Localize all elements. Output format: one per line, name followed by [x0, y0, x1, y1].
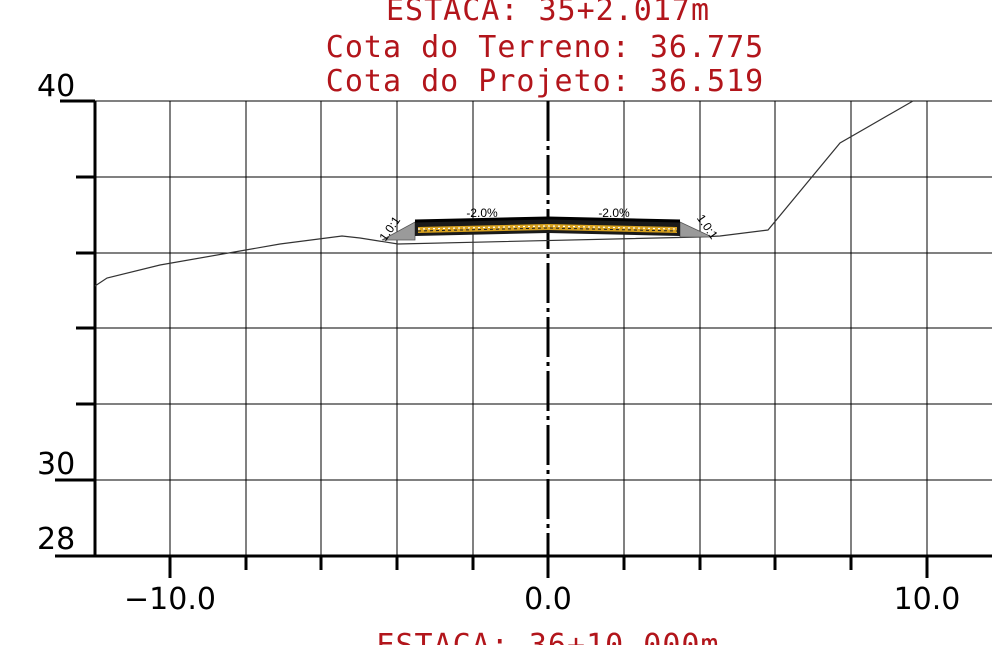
x-label-left: −10.0: [124, 582, 216, 617]
estaca-top-title: ESTACA: 35+2.017m: [386, 0, 710, 28]
cota-projeto-title: Cota do Projeto: 36.519: [326, 64, 764, 99]
terrain-profile: [94, 100, 914, 287]
x-label-center: 0.0: [524, 582, 572, 617]
pavement-section: [381, 216, 713, 241]
y-label-28: 28: [37, 522, 75, 557]
slope-label-right: -2.0%: [598, 206, 630, 220]
axes: [55, 99, 992, 578]
y-label-40: 40: [37, 69, 75, 104]
grid: [95, 100, 992, 556]
pavement-texture: [417, 225, 678, 230]
pavement-core: [418, 224, 677, 233]
y-label-30: 30: [37, 447, 75, 482]
x-label-right: 10.0: [894, 582, 961, 617]
cota-terreno-title: Cota do Terreno: 36.775: [326, 30, 764, 65]
pavement-texture-2: [417, 227, 678, 232]
slope-label-left: -2.0%: [466, 206, 498, 220]
estaca-bottom-title: ESTACA: 36+10.000m: [376, 628, 719, 645]
